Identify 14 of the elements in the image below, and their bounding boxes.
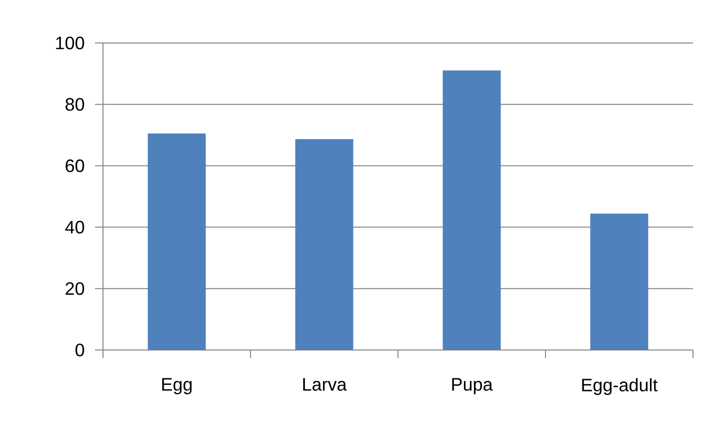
y-tick-label: 20 [66, 282, 84, 295]
x-tick-label: Egg [162, 378, 192, 394]
x-tick-label: Larva [303, 378, 347, 391]
bar [295, 139, 354, 350]
y-tick-label: 40 [65, 220, 84, 234]
y-tick-label: 60 [66, 159, 84, 172]
y-tick-label: 0 [76, 344, 84, 356]
y-tick-label: 100 [56, 36, 84, 50]
y-tick-label: 80 [66, 98, 84, 111]
x-tick-label: Pupa [452, 378, 493, 394]
bar [442, 70, 501, 350]
bar [148, 134, 206, 350]
bar [590, 214, 648, 350]
x-tick-label: Egg-adult [582, 378, 658, 395]
